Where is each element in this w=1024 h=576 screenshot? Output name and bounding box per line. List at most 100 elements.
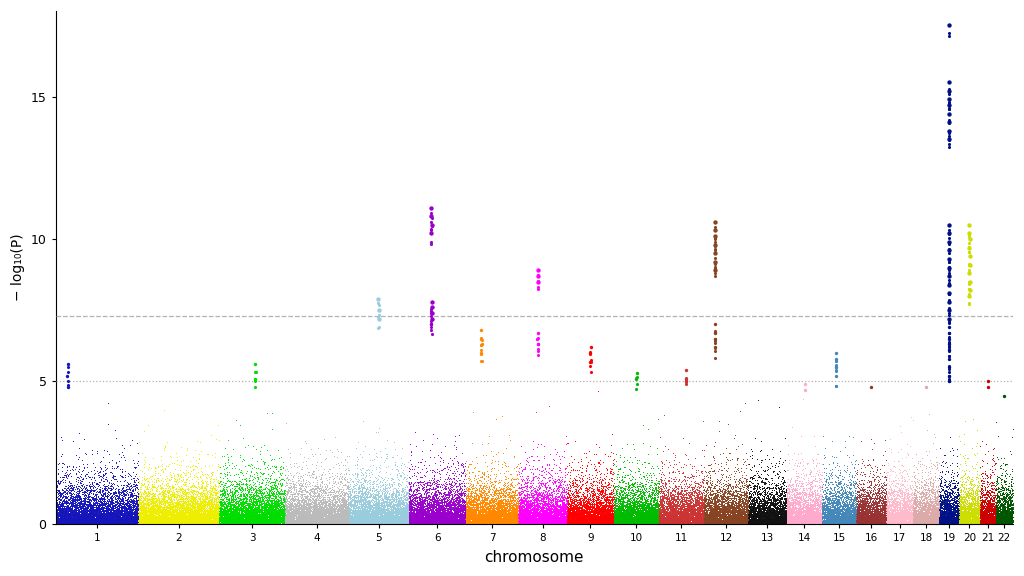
Point xyxy=(636,487,652,497)
Point xyxy=(290,509,306,518)
Point xyxy=(984,461,1000,470)
Point xyxy=(665,509,681,518)
Point xyxy=(242,490,258,499)
Point xyxy=(834,516,850,525)
Point xyxy=(263,496,280,505)
Point xyxy=(56,516,73,525)
Point xyxy=(544,500,560,509)
Point xyxy=(269,513,286,522)
Point xyxy=(914,514,931,524)
Point xyxy=(427,498,443,507)
Point xyxy=(924,514,940,523)
Point xyxy=(414,516,430,525)
Point xyxy=(688,516,705,525)
Point xyxy=(561,503,578,513)
Point xyxy=(501,518,517,528)
Point xyxy=(977,507,993,517)
Point xyxy=(48,518,65,527)
Point xyxy=(432,514,449,523)
Point xyxy=(375,517,391,526)
Point xyxy=(113,518,129,528)
Point xyxy=(629,509,645,518)
Point xyxy=(596,519,612,528)
Point xyxy=(929,519,945,528)
Point xyxy=(1002,516,1019,525)
Point xyxy=(903,510,920,519)
Point xyxy=(182,509,199,518)
Point xyxy=(331,501,347,510)
Point xyxy=(599,509,615,518)
Point xyxy=(134,507,151,516)
Point xyxy=(915,501,932,510)
Point xyxy=(319,518,336,527)
Point xyxy=(151,498,167,507)
Point xyxy=(211,517,227,526)
Point xyxy=(694,501,711,510)
Point xyxy=(831,516,848,525)
Point xyxy=(649,486,666,495)
Point xyxy=(413,505,429,514)
Point xyxy=(857,518,873,528)
Point xyxy=(97,519,114,528)
Point xyxy=(941,246,957,255)
Point xyxy=(921,518,937,527)
Point xyxy=(378,518,394,527)
Point xyxy=(1000,500,1017,509)
Point xyxy=(817,517,834,526)
Point xyxy=(932,511,948,520)
Point xyxy=(153,518,169,527)
Point xyxy=(966,509,982,518)
Point xyxy=(215,515,231,524)
Point xyxy=(510,511,526,520)
Point xyxy=(292,484,308,493)
Point xyxy=(462,519,478,528)
Point xyxy=(183,503,200,513)
Point xyxy=(54,514,71,523)
Point xyxy=(368,490,384,499)
Point xyxy=(446,516,463,525)
Point xyxy=(65,508,81,517)
Point xyxy=(385,486,401,495)
Point xyxy=(767,513,783,522)
Point xyxy=(285,512,301,521)
Point xyxy=(166,491,182,500)
Point xyxy=(548,516,564,525)
Point xyxy=(631,518,647,527)
Point xyxy=(190,518,207,528)
Point xyxy=(588,500,604,509)
Point xyxy=(300,513,316,522)
Point xyxy=(60,513,77,522)
Point xyxy=(361,449,378,458)
Point xyxy=(438,518,455,528)
Point xyxy=(397,517,414,526)
Point xyxy=(147,516,164,525)
Point xyxy=(690,501,707,510)
Point xyxy=(835,515,851,524)
Point xyxy=(313,508,330,517)
Point xyxy=(804,517,820,526)
Point xyxy=(635,500,651,509)
Point xyxy=(495,486,511,495)
Point xyxy=(784,484,801,494)
Point xyxy=(210,497,226,506)
Point xyxy=(990,506,1007,515)
Point xyxy=(296,519,312,528)
Point xyxy=(580,473,596,483)
Point xyxy=(446,511,463,520)
Point xyxy=(912,506,929,515)
Point xyxy=(245,517,261,526)
Point xyxy=(436,503,453,513)
Point xyxy=(596,515,612,524)
Point xyxy=(449,515,465,524)
Point xyxy=(150,518,166,527)
Point xyxy=(768,490,784,499)
Point xyxy=(502,511,518,520)
Point xyxy=(695,506,712,516)
Point xyxy=(203,518,219,527)
Point xyxy=(900,507,916,516)
Point xyxy=(378,489,394,498)
Point xyxy=(87,517,103,526)
Point xyxy=(568,514,585,523)
Point xyxy=(459,510,475,519)
Point xyxy=(692,511,709,520)
